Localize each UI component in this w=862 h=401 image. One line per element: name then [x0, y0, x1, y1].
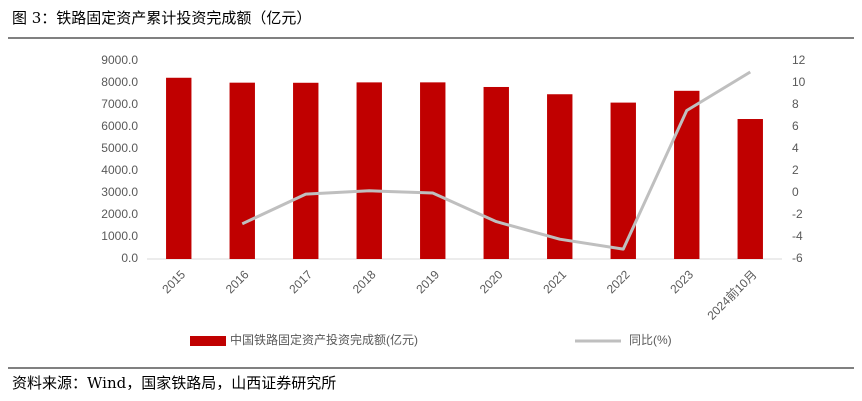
y-tick-label: 8000.0: [101, 75, 138, 89]
y2-tick-label: 6: [792, 119, 799, 133]
y2-tick-label: 0: [792, 185, 799, 199]
x-tick-label: 2021: [540, 267, 569, 296]
y-tick-label: 3000.0: [101, 185, 138, 199]
x-tick-label: 2018: [350, 267, 379, 296]
bar: [547, 94, 572, 259]
x-tick-label: 2016: [223, 267, 252, 296]
x-tick-label: 2017: [286, 267, 315, 296]
legend-label: 同比(%): [629, 333, 672, 347]
y2-tick-label: 12: [792, 53, 806, 67]
bar: [293, 83, 318, 259]
x-tick-label: 2019: [413, 267, 442, 296]
y2-tick-label: 10: [792, 75, 806, 89]
bar: [420, 82, 445, 259]
y-tick-label: 4000.0: [101, 163, 138, 177]
y-tick-label: 1000.0: [101, 229, 138, 243]
bar: [166, 78, 191, 259]
y2-tick-label: 8: [792, 97, 799, 111]
y-tick-label: 5000.0: [101, 141, 138, 155]
bar: [611, 103, 636, 259]
x-tick-label: 2022: [604, 267, 633, 296]
y2-tick-label: -4: [792, 229, 803, 243]
y2-tick-label: -2: [792, 207, 803, 221]
bar: [230, 83, 255, 259]
bar: [738, 119, 763, 259]
y2-tick-label: 4: [792, 141, 799, 155]
x-tick-label: 2015: [159, 267, 188, 296]
x-tick-label: 2020: [477, 267, 506, 296]
bar: [357, 82, 382, 259]
legend-label: 中国铁路固定资产投资完成额(亿元): [230, 332, 418, 347]
bar: [674, 91, 699, 259]
y-tick-label: 7000.0: [101, 97, 138, 111]
y-tick-label: 6000.0: [101, 119, 138, 133]
y2-tick-label: -6: [792, 251, 803, 265]
x-tick-label: 2023: [667, 267, 696, 296]
y-tick-label: 2000.0: [101, 207, 138, 221]
y-tick-label: 0.0: [121, 251, 138, 265]
legend-swatch: [190, 336, 226, 346]
y-tick-label: 9000.0: [101, 53, 138, 67]
chart-title: 图 3：铁路固定资产累计投资完成额（亿元）: [12, 9, 311, 27]
source: 资料来源：Wind，国家铁路局，山西证券研究所: [12, 374, 336, 392]
bar: [484, 87, 509, 259]
y2-tick-label: 2: [792, 163, 799, 177]
x-tick-label: 2024前10月: [704, 267, 760, 323]
